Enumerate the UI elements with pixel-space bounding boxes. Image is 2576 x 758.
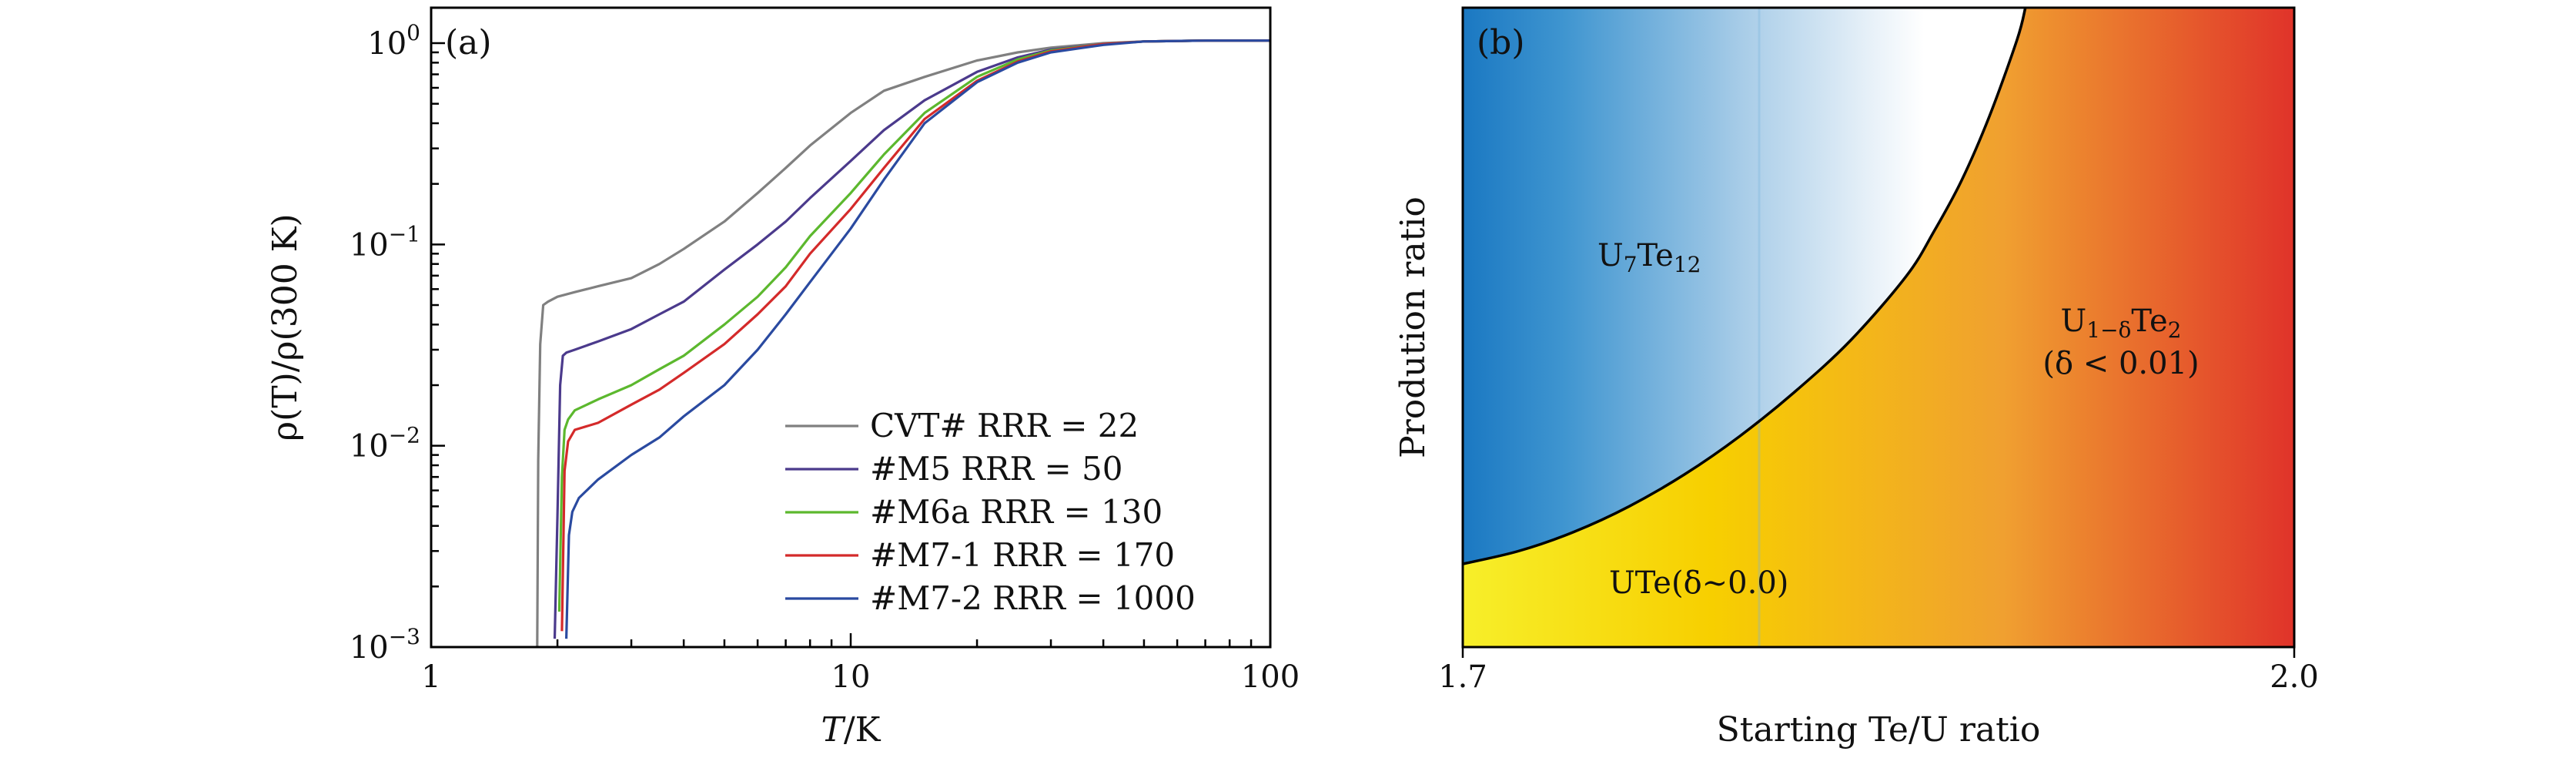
y-tick-label: 100 <box>367 20 420 62</box>
region-u1te2-delta: (δ < 0.01) <box>2042 346 2199 381</box>
x-tick-label: 10 <box>831 659 871 695</box>
y-tick-label: 10−3 <box>350 624 420 666</box>
x-tick-label: 2.0 <box>2270 659 2319 695</box>
y-tick-label: 10−2 <box>350 423 420 465</box>
region-ute: UTe(δ∼0.0) <box>1609 565 1788 601</box>
panel-a-ylabel: ρ(T)/ρ(300 K) <box>266 213 305 441</box>
legend-label-3: #M7-1 RRR = 170 <box>870 536 1175 574</box>
panel-a: 1 10 100 10−3 10−2 10−1 100 (a) T/K ρ(T)/ρ(30… <box>266 6 1300 750</box>
x-tick-label: 100 <box>1241 659 1300 695</box>
panel-a-curves <box>536 39 1270 647</box>
panel-b-xlabel: Starting Te/U ratio <box>1717 710 2041 750</box>
panel-b-ylabel: Prodution ratio <box>1393 196 1433 458</box>
panel-a-label: (a) <box>445 23 492 62</box>
region-u7te12: U7Te12 <box>1597 238 1701 277</box>
panel-b-boundary <box>1463 8 2027 565</box>
panel-a-yticks: 10−3 10−2 10−1 100 <box>350 20 445 666</box>
series-line-0 <box>536 39 1270 647</box>
legend-label-4: #M7-2 RRR = 1000 <box>870 579 1196 617</box>
panel-a-xticks: 1 10 100 <box>421 633 1300 695</box>
panel-b-frame <box>1461 6 2296 649</box>
panel-a-xlabel: T/K <box>821 710 881 750</box>
series-line-4 <box>565 39 1270 639</box>
legend-label-0: CVT# RRR = 22 <box>870 407 1139 444</box>
panel-b-label: (b) <box>1477 23 1525 62</box>
y-tick-label: 10−1 <box>350 221 420 263</box>
legend-label-1: #M5 RRR = 50 <box>870 450 1122 488</box>
legend-label-2: #M6a RRR = 130 <box>870 493 1163 531</box>
panel-a-legend: CVT# RRR = 22 #M5 RRR = 50 #M6a RRR = 130 #… <box>785 407 1196 617</box>
panel-b-xticks: 1.7 2.0 <box>1438 647 2319 695</box>
region-u1te2: U1−δTe2 <box>2061 304 2182 343</box>
panel-b: 1.7 2.0 (b) Starting Te/U ratio Prodution… <box>1393 6 2319 750</box>
x-tick-label: 1.7 <box>1438 659 1487 695</box>
panel-b-blue-region <box>1463 8 2026 565</box>
x-tick-label: 1 <box>421 659 440 695</box>
